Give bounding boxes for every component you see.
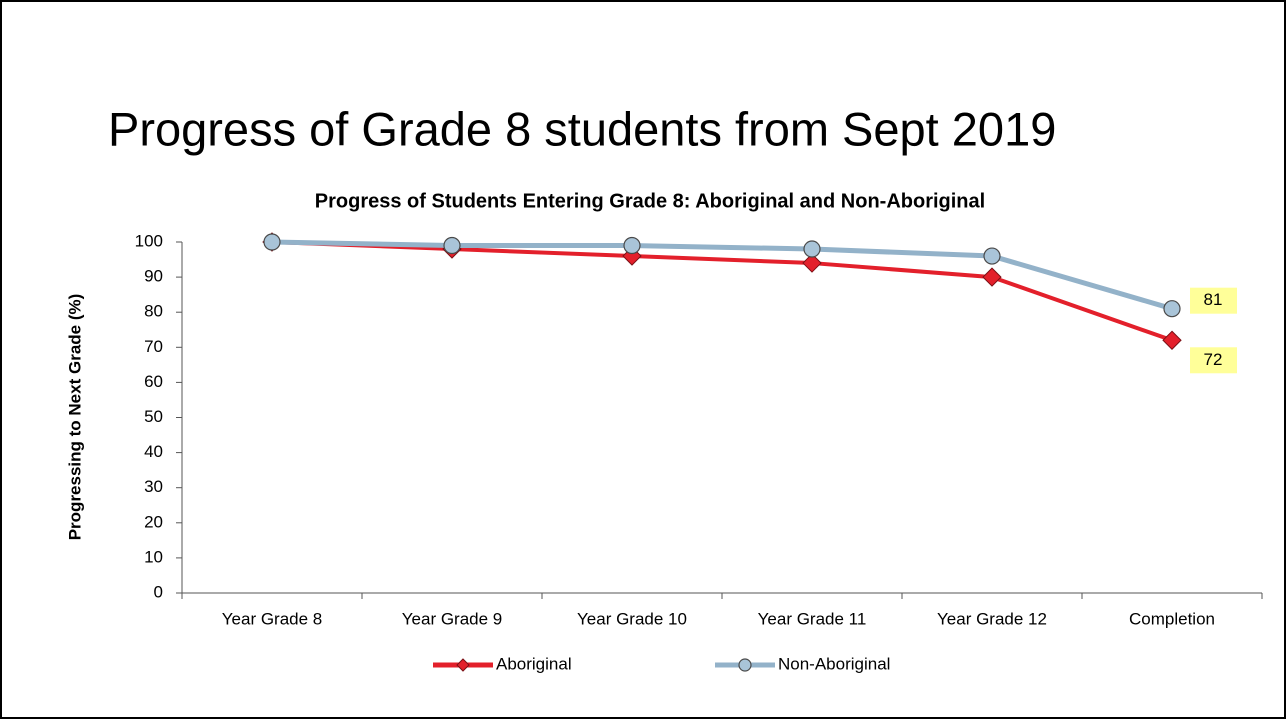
series-marker [982, 267, 1002, 287]
y-tick-label: 40 [144, 442, 163, 461]
series-line [271, 239, 1173, 312]
series-marker [443, 236, 461, 255]
x-tick-label: Completion [1129, 609, 1215, 628]
series-marker [1162, 330, 1182, 350]
y-tick-label: 80 [144, 302, 163, 321]
y-tick-label: 10 [144, 547, 163, 566]
y-tick-label: 20 [144, 512, 163, 531]
data-label: 72 [1204, 350, 1223, 369]
y-tick-label: 70 [144, 337, 163, 356]
y-tick-label: 100 [135, 231, 163, 250]
y-tick-label: 30 [144, 477, 163, 496]
x-tick-label: Year Grade 10 [577, 609, 687, 628]
legend-label: Aboriginal [496, 654, 572, 673]
series-marker [622, 246, 642, 266]
chart-title: Progress of Students Entering Grade 8: A… [315, 190, 985, 212]
data-label-box [1190, 347, 1237, 374]
legend-marker [456, 658, 470, 672]
y-tick-label: 90 [144, 267, 163, 286]
series-line [271, 240, 1173, 343]
x-tick-label: Year Grade 8 [222, 609, 323, 628]
y-tick-label: 50 [144, 407, 163, 426]
x-tick-label: Year Grade 9 [402, 609, 503, 628]
legend-label: Non-Aboriginal [778, 654, 890, 673]
slide-title: Progress of Grade 8 students from Sept 2… [108, 102, 1056, 155]
y-tick-label: 60 [144, 372, 163, 391]
series-marker [983, 247, 1001, 265]
y-axis-label: Progressing to Next Grade (%) [65, 294, 84, 541]
series-marker [802, 253, 822, 273]
data-label-box [1190, 287, 1237, 314]
series-marker [1163, 300, 1181, 318]
y-tick-label: 0 [154, 582, 163, 601]
series-marker [263, 233, 281, 251]
data-label: 81 [1204, 290, 1223, 309]
x-tick-label: Year Grade 11 [758, 609, 867, 628]
x-tick-label: Year Grade 12 [937, 609, 1047, 628]
series-marker [623, 236, 641, 255]
legend-marker [738, 658, 752, 672]
series-marker [803, 240, 821, 258]
